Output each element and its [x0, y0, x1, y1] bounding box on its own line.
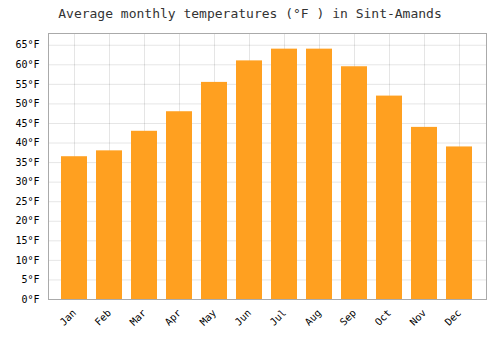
- svg-text:Aug: Aug: [303, 307, 324, 328]
- svg-text:May: May: [198, 307, 219, 328]
- svg-text:10°F: 10°F: [15, 255, 39, 266]
- svg-text:Jan: Jan: [58, 307, 79, 328]
- svg-text:5°F: 5°F: [21, 274, 39, 285]
- svg-text:Feb: Feb: [93, 307, 114, 328]
- svg-text:25°F: 25°F: [15, 196, 39, 207]
- svg-text:60°F: 60°F: [15, 59, 39, 70]
- svg-text:40°F: 40°F: [15, 137, 39, 148]
- svg-text:55°F: 55°F: [15, 79, 39, 90]
- svg-text:Dec: Dec: [443, 307, 464, 328]
- svg-text:0°F: 0°F: [21, 294, 39, 305]
- svg-text:Jun: Jun: [233, 307, 254, 328]
- svg-text:15°F: 15°F: [15, 235, 39, 246]
- svg-text:30°F: 30°F: [15, 176, 39, 187]
- svg-text:20°F: 20°F: [15, 215, 39, 226]
- svg-text:65°F: 65°F: [15, 39, 39, 50]
- svg-text:Jul: Jul: [268, 307, 289, 328]
- svg-text:Nov: Nov: [408, 307, 429, 328]
- svg-text:Oct: Oct: [373, 307, 394, 328]
- svg-text:Sep: Sep: [338, 307, 359, 328]
- html-text:Average monthly temperatures (: Average monthly temperatures (°F ) in Si…: [58, 6, 442, 21]
- svg-text:35°F: 35°F: [15, 157, 39, 168]
- svg-text:Mar: Mar: [128, 307, 149, 328]
- svg-text:45°F: 45°F: [15, 118, 39, 129]
- svg-text:50°F: 50°F: [15, 98, 39, 109]
- svg-text:Apr: Apr: [163, 307, 184, 328]
